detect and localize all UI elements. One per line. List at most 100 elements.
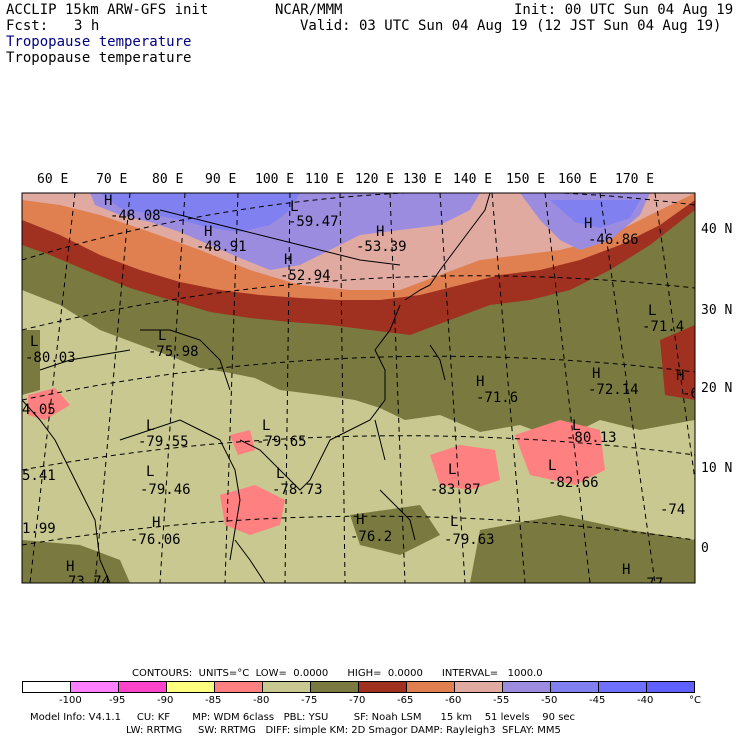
lon-label: 160 E (558, 172, 598, 187)
fcst-value: 3 h (74, 18, 100, 34)
extremum-value: -82.66 (548, 475, 599, 491)
extremum-value: -79.65 (256, 434, 307, 450)
legend-swatch (215, 682, 263, 692)
lon-label: 170 E (615, 172, 655, 187)
extremum-value: -71.6 (476, 390, 518, 406)
lon-label: 60 E (37, 172, 69, 187)
extremum-value: -46.86 (588, 232, 639, 248)
lat-label: 40 N (701, 222, 733, 237)
legend-swatch (455, 682, 503, 692)
lon-label: 90 E (205, 172, 237, 187)
lat-label: 0 (701, 541, 709, 556)
lon-label: 130 E (403, 172, 443, 187)
legend-swatch (263, 682, 311, 692)
band-minus80 (230, 430, 255, 455)
low-marker: L (448, 462, 456, 478)
legend-swatch (551, 682, 599, 692)
lon-label: 120 E (355, 172, 395, 187)
legend-swatch (599, 682, 647, 692)
extremum-value: -52.94 (280, 268, 331, 284)
legend-label: -45 (589, 695, 606, 706)
extremum-value: -77 (638, 576, 663, 592)
band-minus65-east (660, 325, 695, 400)
legend-swatch (119, 682, 167, 692)
legend-label: -75 (301, 695, 318, 706)
valid-time: Valid: 03 UTC Sun 04 Aug 19 (12 JST Sun … (300, 18, 722, 34)
field-title-2: Tropopause temperature (6, 50, 192, 66)
lon-label: 140 E (453, 172, 493, 187)
extremum-value: -76.06 (130, 532, 181, 548)
low-marker: L (450, 514, 458, 530)
lon-label: 100 E (255, 172, 295, 187)
lon-label: 80 E (152, 172, 184, 187)
band-minus70-south (470, 515, 695, 583)
high-marker: H (476, 374, 484, 390)
fcst-label: Fcst: (6, 18, 49, 34)
high-marker: H (66, 559, 74, 575)
band-minus70-south (350, 505, 440, 555)
extremum-value: -80.13 (566, 430, 617, 446)
extremum-value: -80.03 (25, 350, 76, 366)
extremum-value: -72.14 (588, 382, 639, 398)
legend-label: -65 (397, 695, 414, 706)
extremum-value: -74 (660, 502, 685, 518)
lat-label: 10 N (701, 461, 733, 476)
extremum-value: -76.2 (350, 529, 392, 545)
legend-label: -90 (157, 695, 174, 706)
band-minus80 (430, 445, 500, 490)
extremum-value: -79.46 (140, 482, 191, 498)
legend-swatch (23, 682, 71, 692)
legend-label: -95 (109, 695, 126, 706)
extremum-value: 5.41 (22, 468, 56, 484)
low-marker: L (548, 458, 556, 474)
lon-label: 110 E (305, 172, 345, 187)
legend-label: -40 (637, 695, 654, 706)
extremum-value: 4.05 (22, 402, 56, 418)
extremum-value: -75.98 (148, 344, 199, 360)
legend-label: -60 (445, 695, 462, 706)
high-marker: H (622, 562, 630, 578)
low-marker: L (30, 334, 38, 350)
low-marker: L (146, 464, 154, 480)
legend-unit: °C (689, 695, 701, 706)
legend-swatch (71, 682, 119, 692)
high-marker: H (356, 512, 364, 528)
extremum-value: -48.08 (110, 208, 161, 224)
model-info-2: LW: RRTMG SW: RRTMG DIFF: simple KM: 2D … (126, 725, 561, 736)
lon-label: 150 E (506, 172, 546, 187)
legend-swatch (167, 682, 215, 692)
init-time: Init: 00 UTC Sun 04 Aug 19 (514, 2, 734, 18)
extremum-value: 73.74 (68, 574, 110, 590)
low-marker: L (146, 418, 154, 434)
extremum-value: -83.87 (430, 482, 481, 498)
legend-swatch (407, 682, 455, 692)
coastlines (22, 193, 491, 583)
low-marker: L (648, 303, 656, 319)
low-marker: L (262, 418, 270, 434)
legend-swatch (647, 682, 694, 692)
high-marker: H (204, 224, 212, 240)
color-legend (22, 681, 695, 693)
legend-swatch (359, 682, 407, 692)
legend-label: -50 (541, 695, 558, 706)
extremum-value: -79.55 (138, 434, 189, 450)
lon-label: 70 E (96, 172, 128, 187)
extremum-value: 1.99 (22, 521, 56, 537)
extremum-value: -79.63 (444, 532, 495, 548)
legend-swatch (311, 682, 359, 692)
band-minus45-east (550, 200, 640, 228)
high-marker: H (676, 368, 684, 384)
band-minus45 (100, 193, 300, 232)
band-minus80 (28, 388, 70, 420)
high-marker: H (592, 366, 600, 382)
low-marker: L (572, 418, 580, 434)
org-label: NCAR/MMM (275, 2, 343, 18)
low-marker: L (158, 328, 166, 344)
legend-label: -70 (349, 695, 366, 706)
high-marker: H (584, 216, 592, 232)
model-title: ACCLIP 15km ARW-GFS init (6, 2, 209, 18)
map-border (21, 192, 696, 584)
high-marker: H (284, 252, 292, 268)
legend-label: -55 (493, 695, 510, 706)
